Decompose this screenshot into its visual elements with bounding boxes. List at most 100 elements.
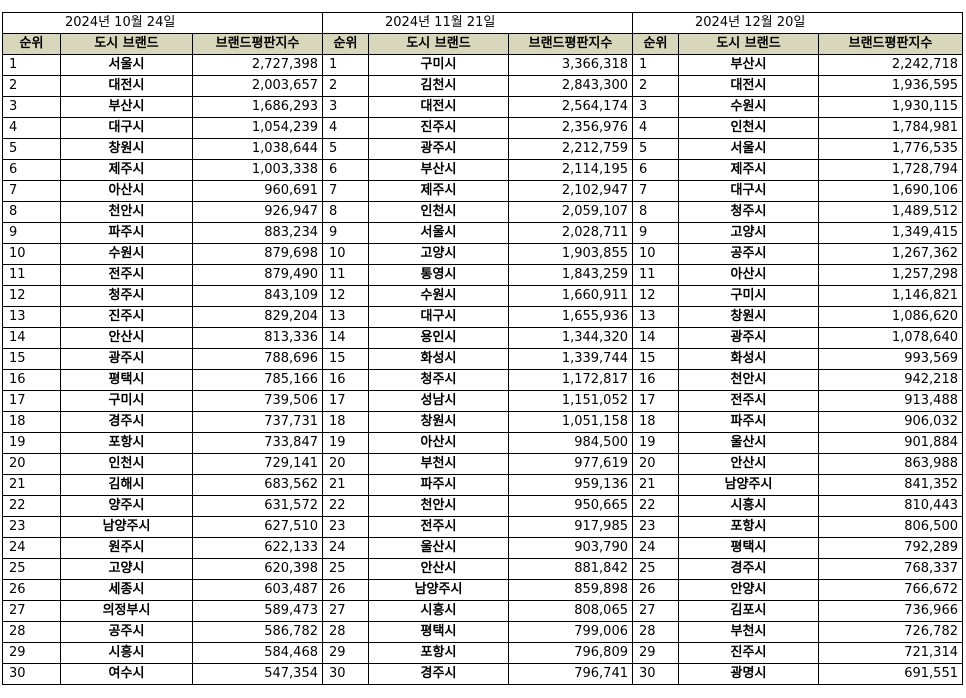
city-cell: 전주시 (678, 390, 819, 412)
rank-cell: 10 (2, 243, 61, 265)
score-cell: 799,006 (508, 621, 633, 643)
score-cell: 1,690,106 (818, 180, 963, 202)
rank-cell: 1 (322, 54, 369, 76)
rank-cell: 6 (2, 159, 61, 181)
score-cell: 796,741 (508, 663, 633, 685)
score-cell: 691,551 (818, 663, 963, 685)
score-cell: 1,003,338 (192, 159, 323, 181)
rank-cell: 12 (632, 285, 679, 307)
city-cell: 전주시 (368, 516, 509, 538)
rank-cell: 11 (2, 264, 61, 286)
city-cell: 제주시 (368, 180, 509, 202)
city-cell: 시흥시 (368, 600, 509, 622)
city-cell: 파주시 (368, 474, 509, 496)
rank-cell: 8 (632, 201, 679, 223)
score-cell: 808,065 (508, 600, 633, 622)
column-header-score: 브랜드평판지수 (508, 33, 633, 55)
city-cell: 부산시 (368, 159, 509, 181)
city-cell: 시흥시 (678, 495, 819, 517)
score-cell: 736,966 (818, 600, 963, 622)
score-cell: 1,078,640 (818, 327, 963, 349)
score-cell: 1,151,052 (508, 390, 633, 412)
table-row: 25 고양시 620,398 25 안산시 881,842 25 경주시 768,337 (2, 558, 963, 580)
score-cell: 1,267,362 (818, 243, 963, 265)
rank-cell: 18 (632, 411, 679, 433)
rank-cell: 16 (2, 369, 61, 391)
score-cell: 917,985 (508, 516, 633, 538)
column-header-rank: 순위 (2, 33, 61, 55)
city-cell: 포항시 (678, 516, 819, 538)
score-cell: 984,500 (508, 432, 633, 454)
rank-cell: 23 (632, 516, 679, 538)
rank-cell: 15 (2, 348, 61, 370)
rank-cell: 2 (2, 75, 61, 97)
rank-cell: 26 (2, 579, 61, 601)
rank-cell: 17 (322, 390, 369, 412)
table-row: 28 공주시 586,782 28 평택시 799,006 28 부천시 726,782 (2, 621, 963, 643)
city-cell: 여수시 (60, 663, 193, 685)
score-cell: 906,032 (818, 411, 963, 433)
period-date: 2024년 11월 21일 (322, 12, 633, 34)
rank-cell: 13 (322, 306, 369, 328)
city-cell: 평택시 (368, 621, 509, 643)
score-cell: 960,691 (192, 180, 323, 202)
rank-cell: 7 (322, 180, 369, 202)
score-cell: 2,003,657 (192, 75, 323, 97)
city-cell: 인천시 (368, 201, 509, 223)
rank-cell: 25 (322, 558, 369, 580)
rank-cell: 6 (322, 159, 369, 181)
brand-reputation-table: 2024년 10월 24일 2024년 11월 21일 2024년 12월 20일 순… (2, 12, 963, 685)
rank-cell: 27 (322, 600, 369, 622)
city-cell: 부천시 (368, 453, 509, 475)
score-cell: 584,468 (192, 642, 323, 664)
score-cell: 1,489,512 (818, 201, 963, 223)
city-cell: 광주시 (60, 348, 193, 370)
city-cell: 울산시 (678, 432, 819, 454)
table-row: 11 전주시 879,490 11 통영시 1,843,259 11 아산시 1,257,298 (2, 264, 963, 286)
score-cell: 1,146,821 (818, 285, 963, 307)
city-cell: 수원시 (60, 243, 193, 265)
rank-cell: 27 (632, 600, 679, 622)
score-cell: 993,569 (818, 348, 963, 370)
city-cell: 남양주시 (60, 516, 193, 538)
rank-cell: 28 (632, 621, 679, 643)
rank-cell: 29 (2, 642, 61, 664)
rank-cell: 28 (322, 621, 369, 643)
rank-cell: 20 (2, 453, 61, 475)
city-cell: 성남시 (368, 390, 509, 412)
table-row: 12 청주시 843,109 12 수원시 1,660,911 12 구미시 1,146,821 (2, 285, 963, 307)
score-cell: 1,339,744 (508, 348, 633, 370)
period-date: 2024년 12월 20일 (632, 12, 963, 34)
city-cell: 화성시 (678, 348, 819, 370)
city-cell: 인천시 (678, 117, 819, 139)
score-cell: 1,660,911 (508, 285, 633, 307)
date-row: 2024년 10월 24일 2024년 11월 21일 2024년 12월 20일 (2, 12, 963, 34)
score-cell: 2,564,174 (508, 96, 633, 118)
table-row: 23 남양주시 627,510 23 전주시 917,985 23 포항시 806,500 (2, 516, 963, 538)
rank-cell: 3 (632, 96, 679, 118)
score-cell: 766,672 (818, 579, 963, 601)
city-cell: 화성시 (368, 348, 509, 370)
city-cell: 남양주시 (678, 474, 819, 496)
table-row: 9 파주시 883,234 9 서울시 2,028,711 9 고양시 1,349,415 (2, 222, 963, 244)
rank-cell: 28 (2, 621, 61, 643)
score-cell: 1,776,535 (818, 138, 963, 160)
rank-cell: 19 (2, 432, 61, 454)
city-cell: 파주시 (678, 411, 819, 433)
table-row: 17 구미시 739,506 17 성남시 1,151,052 17 전주시 913,488 (2, 390, 963, 412)
table-row: 1 서울시 2,727,398 1 구미시 3,366,318 1 부산시 2,242,718 (2, 54, 963, 76)
score-cell: 2,212,759 (508, 138, 633, 160)
score-cell: 721,314 (818, 642, 963, 664)
rank-cell: 5 (322, 138, 369, 160)
score-cell: 2,727,398 (192, 54, 323, 76)
city-cell: 김포시 (678, 600, 819, 622)
rank-cell: 8 (2, 201, 61, 223)
city-cell: 천안시 (368, 495, 509, 517)
rank-cell: 22 (322, 495, 369, 517)
column-header-score: 브랜드평판지수 (192, 33, 323, 55)
rank-cell: 9 (322, 222, 369, 244)
city-cell: 안산시 (60, 327, 193, 349)
city-cell: 인천시 (60, 453, 193, 475)
table-row: 6 제주시 1,003,338 6 부산시 2,114,195 6 제주시 1,728,794 (2, 159, 963, 181)
rank-cell: 25 (2, 558, 61, 580)
